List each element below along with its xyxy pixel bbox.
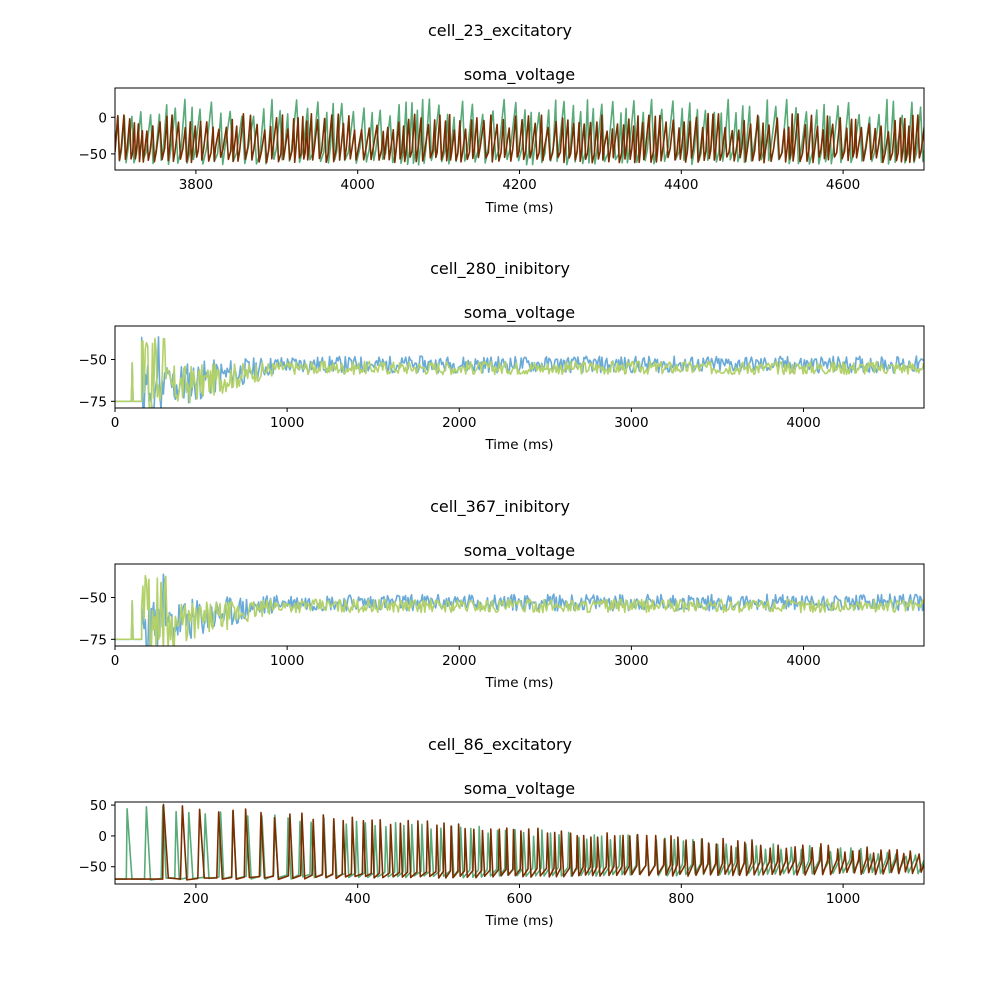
y-tick-label: 0 [98,829,107,845]
subplot-title: soma_voltage [464,541,575,561]
plot-area [115,573,924,646]
plot-area [115,98,924,166]
x-tick-label: 1000 [270,653,304,669]
plot-area [115,336,924,408]
axes-frame [114,325,925,409]
subplot-suptitle: cell_367_inibitory [430,497,570,517]
subplot-title: soma_voltage [464,303,575,323]
x-tick-label: 4000 [341,177,375,193]
y-tick-label: −75 [79,394,108,410]
x-axis-label: Time (ms) [484,913,553,929]
x-tick-label: 4600 [826,177,860,193]
subplot-1: cell_23_excitatory soma_voltage 3800 4000 42… [79,21,925,216]
plot-area [115,803,924,881]
x-tick-label: 3000 [614,653,648,669]
subplot-suptitle: cell_86_excitatory [428,735,572,755]
subplot-title: soma_voltage [464,779,575,799]
series-line-1 [115,573,924,646]
y-tick-label: 50 [90,798,107,814]
y-tick-label: −50 [79,590,108,606]
x-tick-label: 1000 [270,415,304,431]
x-tick-label: 1000 [826,891,860,907]
axes-frame [114,563,925,647]
series-line-2 [115,574,924,646]
x-axis-label: Time (ms) [484,437,553,453]
x-tick-label: 2000 [442,415,476,431]
series-line-2 [115,337,924,408]
series-line-1 [115,98,924,166]
y-tick-label: −50 [79,147,108,163]
x-tick-label: 3000 [614,415,648,431]
y-tick-label: −50 [79,352,108,368]
x-tick-label: 3800 [179,177,213,193]
subplot-title: soma_voltage [464,65,575,85]
x-tick-label: 4000 [786,415,820,431]
x-tick-label: 4400 [664,177,698,193]
x-axis-label: Time (ms) [484,200,553,216]
x-axis-label: Time (ms) [484,675,553,691]
subplot-suptitle: cell_23_excitatory [428,21,572,41]
subplot-suptitle: cell_280_inibitory [430,259,570,279]
x-tick-label: 2000 [442,653,476,669]
subplot-4: cell_86_excitatory soma_voltage 200 400 600 8… [79,735,925,929]
x-tick-label: 0 [111,415,120,431]
x-tick-label: 600 [507,891,533,907]
y-tick-label: −75 [79,632,108,648]
x-tick-label: 4000 [786,653,820,669]
y-tick-label: −50 [79,860,108,876]
x-tick-label: 4200 [502,177,536,193]
x-tick-label: 800 [668,891,694,907]
subplot-3: cell_367_inibitory soma_voltage 0 1000 2000 3… [79,497,925,691]
x-tick-label: 400 [345,891,371,907]
subplot-2: cell_280_inibitory soma_voltage 0 1000 2000 3… [79,259,925,453]
y-tick-label: 0 [98,110,107,126]
x-tick-label: 0 [111,653,120,669]
series-line-2 [115,112,924,164]
x-tick-label: 200 [183,891,209,907]
series-line-2 [115,803,924,881]
